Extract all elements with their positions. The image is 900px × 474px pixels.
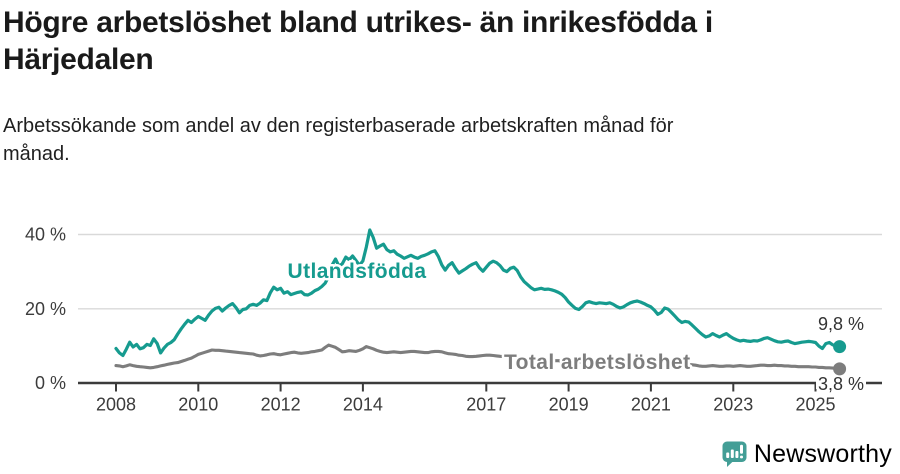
- x-tick-label: 2010: [178, 395, 218, 415]
- x-tick-label: 2019: [549, 395, 589, 415]
- title-line-1: Högre arbetslöshet bland utrikes- än inr…: [3, 6, 713, 39]
- end-dot-total: [833, 362, 847, 376]
- line-chart: 0 % 20 % 40 % 2008 2010 2012 2014 2017 2019 2021…: [25, 225, 882, 415]
- y-axis: 0 % 20 % 40 %: [25, 225, 66, 394]
- series-label-total-arbetsloshet: Total arbetslöshet: [504, 351, 691, 374]
- y-tick-label: 40 %: [25, 225, 66, 245]
- x-tick-label: 2017: [466, 395, 506, 415]
- x-axis: 2008 2010 2012 2014 2017 2019 2021 2023 2025: [78, 381, 882, 415]
- x-tick-label: 2008: [96, 395, 136, 415]
- line-utlandsfodda: [114, 228, 842, 358]
- x-tick-label: 2012: [261, 395, 301, 415]
- gridlines: [78, 233, 882, 310]
- newsworthy-logo: Newsworthy: [722, 440, 892, 469]
- subtitle-line-1: Arbetssökande som andel av den registerb…: [3, 115, 674, 137]
- series-label-utlandsfodda: Utlandsfödda: [288, 260, 427, 283]
- end-dot-utlandsfodda: [833, 340, 847, 354]
- page-title: Högre arbetslöshet bland utrikes- än inr…: [3, 4, 883, 78]
- y-tick-label: 0 %: [35, 373, 66, 393]
- y-tick-label: 20 %: [25, 299, 66, 319]
- subtitle-line-2: månad.: [3, 143, 70, 165]
- newsworthy-logo-icon: [722, 441, 747, 467]
- newsworthy-logo-text: Newsworthy: [753, 440, 892, 468]
- line-total-arbetsloshet: [114, 343, 842, 371]
- x-tick-label: 2021: [631, 395, 671, 415]
- x-tick-label: 2014: [343, 395, 383, 415]
- x-tick-label: 2023: [713, 395, 753, 415]
- x-tick-label: 2025: [795, 395, 835, 415]
- chart-subtitle: Arbetssökande som andel av den registerb…: [3, 112, 883, 168]
- plot-area: 0 % 20 % 40 % 2008 2010 2012 2014 2017 2019 2021…: [0, 200, 900, 474]
- end-label-background: [816, 375, 866, 389]
- title-line-2: Härjedalen: [3, 43, 154, 76]
- end-value-utlandsfodda: 9,8 %: [818, 314, 864, 334]
- end-value-total: 3,8 %: [818, 374, 864, 394]
